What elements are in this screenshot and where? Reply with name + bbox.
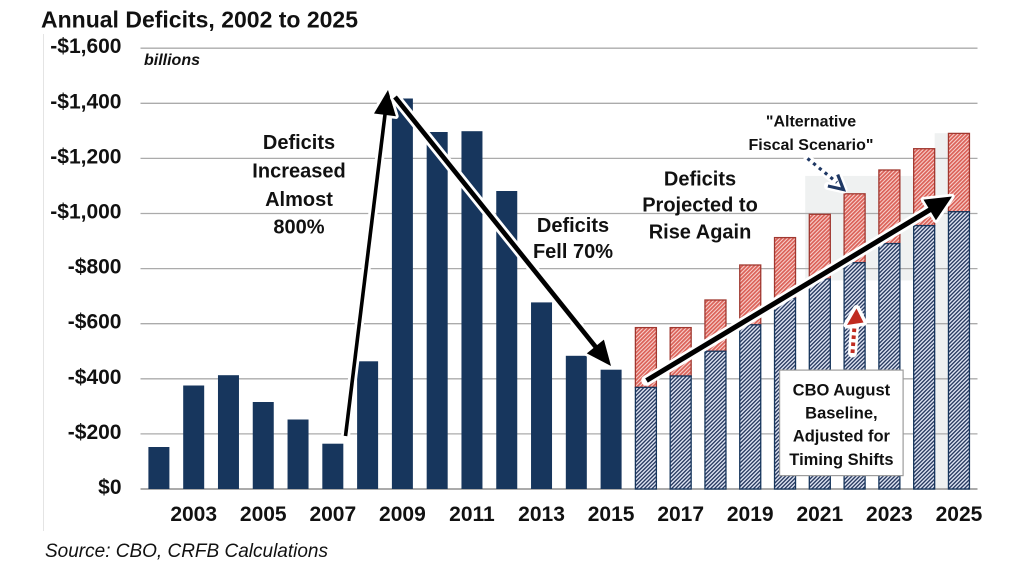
svg-text:Fiscal Scenario": Fiscal Scenario" <box>749 137 874 154</box>
svg-text:Deficits: Deficits <box>664 168 736 190</box>
svg-text:800%: 800% <box>273 216 324 238</box>
svg-text:-$400: -$400 <box>68 366 122 389</box>
svg-text:Rise Again: Rise Again <box>649 221 752 243</box>
svg-text:Fell 70%: Fell 70% <box>533 241 613 263</box>
svg-text:Timing Shifts: Timing Shifts <box>789 451 893 469</box>
svg-text:$0: $0 <box>98 476 121 499</box>
svg-text:2023: 2023 <box>866 503 913 526</box>
svg-text:2005: 2005 <box>240 503 287 526</box>
svg-text:Deficits: Deficits <box>537 215 609 237</box>
svg-text:Increased: Increased <box>252 161 345 183</box>
svg-text:Source: CBO, CRFB Calculations: Source: CBO, CRFB Calculations <box>45 541 328 562</box>
svg-text:-$1,400: -$1,400 <box>50 90 121 113</box>
svg-text:-$1,000: -$1,000 <box>50 201 121 224</box>
svg-text:-$1,200: -$1,200 <box>50 145 121 168</box>
svg-text:2011: 2011 <box>449 503 495 526</box>
svg-text:Adjusted for: Adjusted for <box>793 428 891 446</box>
svg-text:billions: billions <box>144 52 200 69</box>
svg-text:-$600: -$600 <box>68 311 122 334</box>
svg-text:CBO August: CBO August <box>793 381 891 399</box>
svg-text:2019: 2019 <box>727 503 774 526</box>
svg-text:2007: 2007 <box>309 503 356 526</box>
svg-text:2021: 2021 <box>796 503 843 526</box>
svg-text:Deficits: Deficits <box>263 132 335 154</box>
svg-text:2003: 2003 <box>170 503 217 526</box>
svg-text:2013: 2013 <box>518 503 565 526</box>
svg-text:-$200: -$200 <box>68 421 122 444</box>
svg-text:2017: 2017 <box>657 503 704 526</box>
svg-text:"Alternative: "Alternative <box>766 114 856 131</box>
svg-text:Annual Deficits, 2002 to 2025: Annual Deficits, 2002 to 2025 <box>41 7 358 33</box>
svg-text:-$800: -$800 <box>68 256 122 279</box>
svg-text:Baseline,: Baseline, <box>805 405 877 423</box>
svg-text:Projected to: Projected to <box>642 194 758 216</box>
svg-text:2015: 2015 <box>588 503 635 526</box>
svg-text:-$1,600: -$1,600 <box>50 35 121 58</box>
svg-text:2009: 2009 <box>379 503 426 526</box>
svg-text:2025: 2025 <box>936 503 983 526</box>
svg-text:Almost: Almost <box>265 189 333 211</box>
